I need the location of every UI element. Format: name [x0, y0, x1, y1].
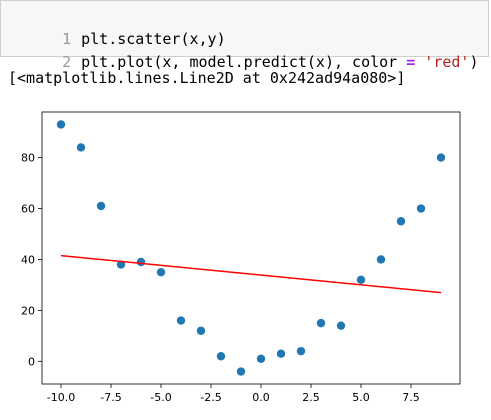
- scatter-point: [436, 153, 446, 162]
- scatter-point: [296, 346, 306, 356]
- x-tick-label: 7.5: [402, 391, 420, 404]
- code-operator: =: [406, 53, 416, 71]
- code-cell-input[interactable]: 1 plt.scatter(x,y) 2 plt.plot(x, model.pre…: [0, 0, 489, 71]
- code-text: ): [469, 53, 479, 71]
- x-tick-label: 2.5: [302, 391, 320, 404]
- x-tick-label: -5.0: [150, 391, 171, 404]
- scatter-point: [56, 120, 66, 129]
- code-string: 'red': [424, 53, 470, 71]
- scatter-point: [356, 275, 366, 285]
- scatter-point: [176, 316, 186, 325]
- y-tick-label: 20: [21, 304, 35, 317]
- y-tick-label: 80: [21, 152, 35, 165]
- cell-output-repr: [<matplotlib.lines.Line2D at 0x242ad94a0…: [8, 69, 406, 87]
- scatter-point: [336, 321, 346, 330]
- y-tick-label: 0: [28, 355, 35, 368]
- scatter-point: [216, 352, 226, 361]
- x-tick-label: -10.0: [47, 391, 75, 404]
- x-tick-label: -7.5: [100, 391, 121, 404]
- code-line-2: 2 plt.plot(x, model.predict(x), color = '…: [1, 29, 478, 71]
- scatter-point: [96, 201, 106, 211]
- line-number: 1: [62, 30, 72, 48]
- y-tick-label: 40: [21, 253, 35, 266]
- code-line-1: 1 plt.scatter(x,y): [1, 6, 226, 48]
- plot-frame: [41, 111, 461, 385]
- scatter-point: [396, 217, 406, 226]
- scatter-point: [256, 354, 266, 363]
- x-tick-label: 0.0: [252, 391, 270, 404]
- scatter-point: [376, 255, 386, 264]
- scatter-point: [116, 260, 126, 269]
- scatter-point: [196, 326, 206, 335]
- y-tick-label: 60: [21, 203, 35, 216]
- scatter-point: [76, 143, 86, 152]
- scatter-point: [156, 267, 166, 277]
- line-number: 2: [62, 53, 72, 71]
- scatter-point: [236, 367, 246, 376]
- scatter-point: [276, 349, 286, 358]
- x-tick-label: -2.5: [200, 391, 221, 404]
- x-tick-label: 5.0: [352, 391, 370, 404]
- scatter-point: [416, 204, 426, 213]
- scatter-point: [136, 257, 146, 267]
- scatter-point: [316, 318, 326, 328]
- code-text: plt.plot(x, model.predict(x), color: [81, 53, 407, 71]
- code-text: plt.scatter(x,y): [81, 30, 226, 48]
- regression-line: [60, 254, 442, 294]
